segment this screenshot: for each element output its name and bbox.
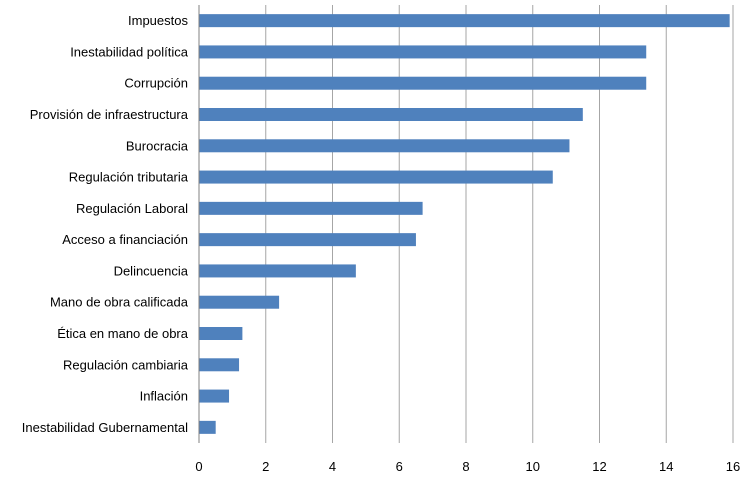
bar [199, 170, 553, 184]
x-tick-label: 16 [726, 459, 740, 474]
category-label: Burocracia [126, 138, 189, 153]
bar [199, 201, 423, 215]
x-tick-label: 6 [396, 459, 403, 474]
bar [199, 45, 647, 59]
bar [199, 295, 280, 309]
gridlines [265, 5, 734, 443]
x-tick-label: 14 [659, 459, 673, 474]
bar [199, 108, 583, 121]
category-label: Corrupción [124, 76, 188, 91]
category-label: Delincuencia [114, 263, 189, 278]
x-tick-label: 8 [462, 459, 469, 474]
x-tick-label: 12 [592, 459, 606, 474]
bar [199, 76, 647, 90]
category-label: Mano de obra calificada [50, 295, 189, 310]
category-label: Inestabilidad política [70, 44, 189, 59]
category-label: Inestabilidad Gubernamental [22, 420, 188, 435]
bar [199, 14, 730, 28]
category-labels: Impuestos Inestabilidad política Corrupció… [22, 13, 189, 435]
category-label: Regulación cambiaria [63, 357, 189, 372]
x-tick-label: 4 [329, 459, 336, 474]
x-tick-label: 10 [526, 459, 540, 474]
category-label: Regulación Laboral [76, 201, 188, 216]
bars [199, 14, 730, 434]
x-tick-label: 0 [195, 459, 202, 474]
x-tick-label: 2 [262, 459, 269, 474]
bar [199, 389, 230, 403]
x-tick-labels: 0 2 4 6 8 10 12 14 16 [195, 459, 740, 474]
bar [199, 358, 240, 372]
category-label: Impuestos [128, 13, 188, 28]
bar [199, 139, 570, 153]
bar [199, 327, 243, 340]
category-label: Acceso a financiación [62, 232, 188, 247]
category-label: Provisión de infraestructura [30, 107, 189, 122]
bar [199, 264, 356, 278]
category-label: Inflación [140, 389, 188, 404]
category-label: Ética en mano de obra [57, 326, 189, 341]
category-label: Regulación tributaria [69, 170, 189, 185]
bar [199, 420, 216, 434]
bar [199, 233, 416, 247]
